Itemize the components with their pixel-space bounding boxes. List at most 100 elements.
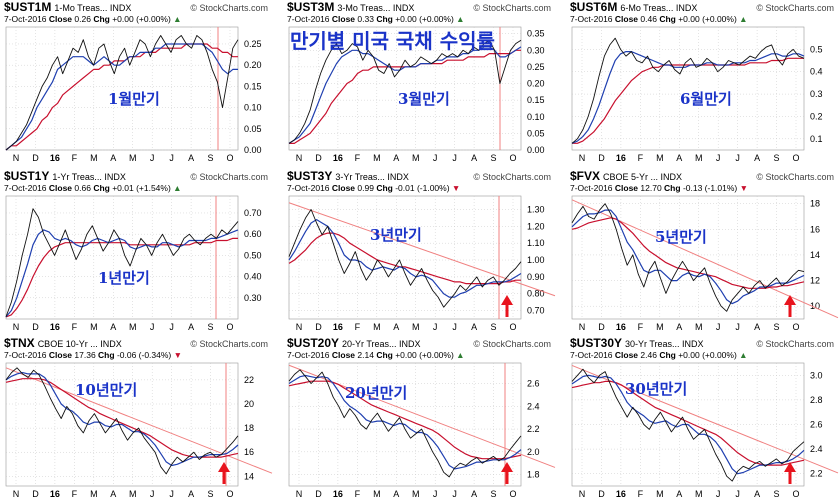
x-tick-label: N <box>296 322 303 332</box>
panel-symbol: $UST1M <box>4 0 51 14</box>
close-value: 0.46 <box>640 14 659 24</box>
panel-description: 1-Mo Treas... INDX <box>54 3 131 13</box>
close-label: Close <box>332 350 358 360</box>
series-ma-short <box>288 374 522 470</box>
x-tick-label: F <box>638 153 644 163</box>
x-tick-label: N <box>579 153 586 163</box>
series-ma-short <box>571 209 805 305</box>
up-arrow-icon <box>218 462 230 484</box>
panel-date: 7-Oct-2016 <box>570 14 615 24</box>
chg-value: -0.13 (-1.01%) <box>683 183 740 193</box>
y-tick-label: 0.15 <box>244 81 262 91</box>
chg-up-icon: ▲ <box>456 350 464 360</box>
series-ma-short <box>5 229 239 318</box>
y-tick-label: 0.35 <box>527 29 545 39</box>
series-price <box>288 39 522 144</box>
x-tick-label: J <box>716 489 721 498</box>
panel-header: $UST6M 6-Mo Treas... INDX <box>570 0 697 14</box>
y-tick-label: 0.4 <box>810 67 823 77</box>
chg-down-icon: ▼ <box>174 350 182 360</box>
x-tick-label: J <box>433 489 438 498</box>
x-tick-label: F <box>638 322 644 332</box>
x-tick-label: N <box>296 489 303 498</box>
chg-label: Chg <box>659 14 678 24</box>
y-tick-label: 0.1 <box>810 134 823 144</box>
series-ma-long <box>288 232 521 285</box>
y-tick-label: 1.10 <box>527 238 545 248</box>
close-value: 0.33 <box>357 14 376 24</box>
maturity-label: 3년만기 <box>370 226 422 244</box>
x-tick-label: J <box>716 153 721 163</box>
x-tick-label: M <box>656 153 664 163</box>
x-tick-label: S <box>491 489 497 498</box>
panel-ust20y: $UST20Y 20-Yr Treas... INDX © StockCharts.… <box>287 336 556 498</box>
panel-header: $TNX CBOE 10-Yr ... INDX <box>4 336 122 350</box>
y-tick-label: 0.5 <box>810 44 823 54</box>
x-tick-label: S <box>491 153 497 163</box>
y-tick-label: 14 <box>244 471 254 481</box>
x-tick-label: J <box>150 489 155 498</box>
y-tick-label: 0.00 <box>244 145 262 155</box>
panel-tnx: $TNX CBOE 10-Yr ... INDX © StockCharts.com… <box>4 336 273 498</box>
x-tick-label: M <box>695 489 703 498</box>
x-tick-label: D <box>315 489 322 498</box>
y-tick-label: 0.05 <box>527 128 545 138</box>
x-tick-label: A <box>188 489 194 498</box>
x-tick-label: M <box>129 322 137 332</box>
chg-value: +0.00 (+0.00%) <box>678 14 739 24</box>
y-tick-label: 10 <box>810 301 820 311</box>
plot-frame <box>5 26 239 151</box>
x-tick-label: M <box>373 489 381 498</box>
panel-header: $UST30Y 30-Yr Treas... INDX <box>570 336 704 350</box>
x-tick-label: N <box>13 153 20 163</box>
x-tick-label: D <box>598 322 605 332</box>
panel-description: 3-Yr Treas... INDX <box>335 172 409 182</box>
chg-value: +0.00 (+0.00%) <box>678 350 739 360</box>
panel-ust3y: $UST3Y 3-Yr Treas... INDX © StockCharts.co… <box>287 169 556 332</box>
chg-value: +0.00 (+0.00%) <box>395 14 456 24</box>
y-tick-label: 0.10 <box>527 112 545 122</box>
x-tick-label: S <box>208 153 214 163</box>
close-value: 0.26 <box>74 14 93 24</box>
y-tick-label: 1.30 <box>527 204 545 214</box>
y-tick-label: 2.8 <box>810 395 823 405</box>
x-tick-label: N <box>13 489 20 498</box>
y-tick-label: 0.3 <box>810 89 823 99</box>
x-tick-label: M <box>412 489 420 498</box>
panel-description: 20-Yr Treas... INDX <box>342 339 421 349</box>
chg-label: Chg <box>376 183 395 193</box>
panel-symbol: $UST6M <box>570 0 617 14</box>
y-tick-label: 1.00 <box>527 255 545 265</box>
panel-header: $UST3M 3-Mo Treas... INDX <box>287 0 414 14</box>
x-tick-label: A <box>754 153 760 163</box>
x-tick-label: O <box>792 489 799 498</box>
panel-symbol: $TNX <box>4 336 35 350</box>
x-tick-label: A <box>676 322 682 332</box>
x-tick-label: A <box>471 489 477 498</box>
close-label: Close <box>49 183 75 193</box>
x-tick-label: 16 <box>50 489 60 498</box>
chg-value: -0.06 (-0.34%) <box>117 350 174 360</box>
panel-symbol: $UST3Y <box>287 169 332 183</box>
plot-frame <box>5 195 239 320</box>
x-tick-label: J <box>735 153 740 163</box>
chg-label: Chg <box>376 14 395 24</box>
panel-quote-line: 7-Oct-2016 Close 0.26 Chg +0.00 (+0.00%)… <box>4 14 182 24</box>
y-tick-label: 0.15 <box>527 95 545 105</box>
close-label: Close <box>49 350 75 360</box>
maturity-label: 30년만기 <box>625 380 687 398</box>
chg-up-icon: ▲ <box>739 14 747 24</box>
close-value: 0.99 <box>357 183 376 193</box>
x-tick-label: A <box>471 153 477 163</box>
panel-ust3m: $UST3M 3-Mo Treas... INDX © StockCharts.co… <box>287 0 551 163</box>
chg-label: Chg <box>98 350 117 360</box>
x-tick-label: S <box>491 322 497 332</box>
x-tick-label: M <box>412 322 420 332</box>
x-tick-label: A <box>754 489 760 498</box>
panel-quote-line: 7-Oct-2016 Close 0.99 Chg -0.01 (-1.00%)… <box>287 183 460 193</box>
y-tick-label: 0.05 <box>244 124 262 134</box>
panel-quote-line: 7-Oct-2016 Close 0.66 Chg +0.01 (+1.54%)… <box>4 183 182 193</box>
maturity-label: 3월만기 <box>398 90 450 108</box>
series-ma-short <box>5 372 239 467</box>
panel-date: 7-Oct-2016 <box>4 183 49 193</box>
